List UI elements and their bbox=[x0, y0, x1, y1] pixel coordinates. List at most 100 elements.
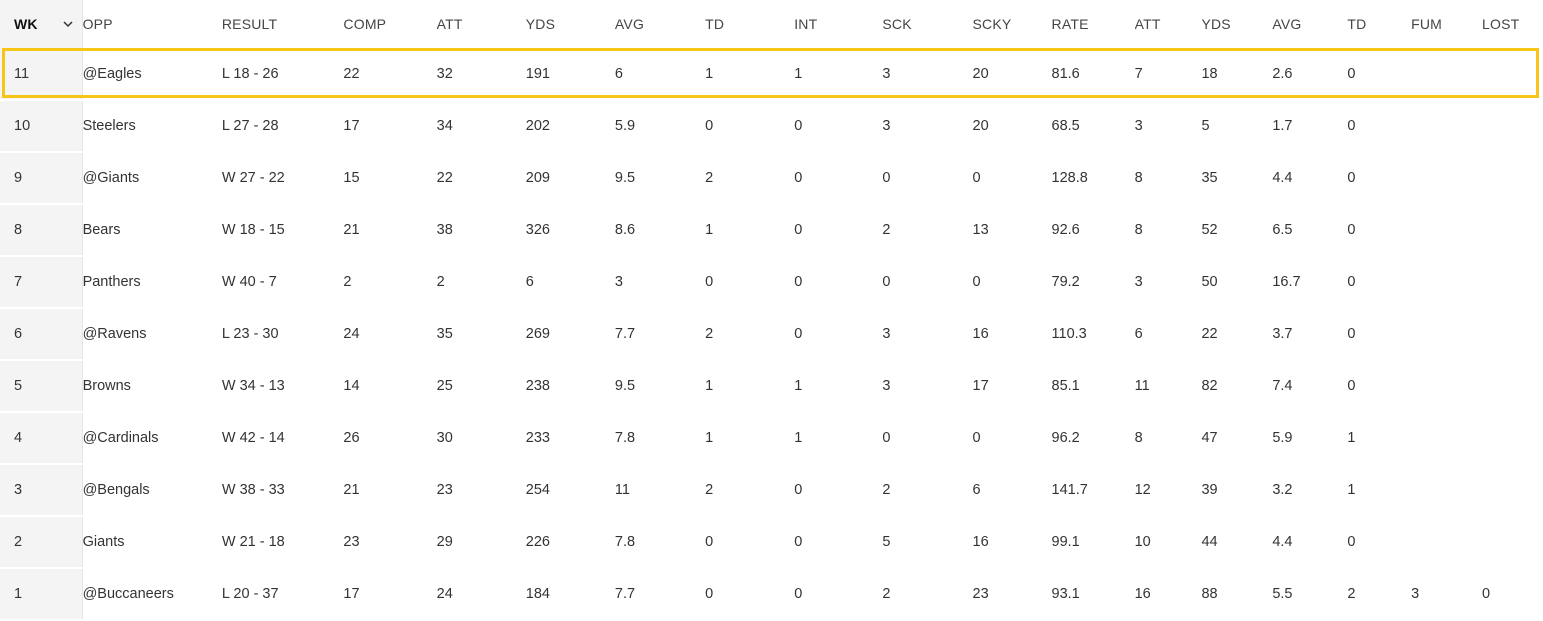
cell-td: 0 bbox=[705, 586, 714, 602]
cell-att: 32 bbox=[436, 66, 453, 82]
cell-yds: 202 bbox=[525, 118, 550, 134]
cell-fum bbox=[1411, 152, 1482, 204]
cell-opp: Steelers bbox=[82, 118, 136, 134]
column-header-sck[interactable]: SCK bbox=[882, 16, 912, 32]
cell-scky: 6 bbox=[972, 482, 981, 498]
cell-avg: 7.7 bbox=[614, 586, 636, 602]
cell-fum bbox=[1411, 464, 1482, 516]
column-header-yds[interactable]: YDS bbox=[525, 16, 556, 32]
cell-yds: 226 bbox=[525, 534, 550, 550]
cell-comp: 17 bbox=[343, 586, 360, 602]
cell-sck: 3 bbox=[882, 66, 891, 82]
cell-result: W 34 - 13 bbox=[221, 378, 285, 394]
cell-lost bbox=[1482, 48, 1543, 100]
cell-scky: 23 bbox=[972, 586, 989, 602]
cell-lost bbox=[1482, 256, 1543, 308]
cell-rush-att: 6 bbox=[1134, 326, 1143, 342]
cell-result: W 18 - 15 bbox=[221, 222, 285, 238]
cell-rate: 96.2 bbox=[1051, 430, 1080, 446]
table-row: 3 @Bengals W 38 - 33 21 23 254 11 2 0 2 6 141.7 12 39… bbox=[0, 464, 1543, 517]
cell-rush-avg: 16.7 bbox=[1272, 274, 1301, 290]
column-header-result[interactable]: RESULT bbox=[221, 16, 278, 32]
cell-rush-yds: 39 bbox=[1201, 482, 1218, 498]
cell-yds: 269 bbox=[525, 326, 550, 342]
cell-comp: 17 bbox=[343, 118, 360, 134]
cell-rate: 93.1 bbox=[1051, 586, 1080, 602]
cell-td: 0 bbox=[705, 534, 714, 550]
cell-lost bbox=[1482, 204, 1543, 256]
cell-rush-avg: 5.5 bbox=[1272, 586, 1293, 602]
cell-comp: 26 bbox=[343, 430, 360, 446]
column-header-rush-td[interactable]: TD bbox=[1347, 16, 1367, 32]
column-header-comp[interactable]: COMP bbox=[343, 16, 387, 32]
cell-comp: 24 bbox=[343, 326, 360, 342]
cell-yds: 326 bbox=[525, 222, 550, 238]
column-header-wk[interactable]: WK bbox=[0, 0, 83, 48]
cell-sck: 3 bbox=[882, 378, 891, 394]
table-row: 4 @Cardinals W 42 - 14 26 30 233 7.8 1 1 0 0 96.2 8 4… bbox=[0, 412, 1543, 465]
cell-wk: 8 bbox=[0, 204, 83, 257]
cell-rush-yds: 18 bbox=[1201, 66, 1218, 82]
cell-comp: 21 bbox=[343, 222, 360, 238]
column-header-rush-avg[interactable]: AVG bbox=[1272, 16, 1302, 32]
cell-int: 1 bbox=[794, 66, 803, 82]
cell-comp: 23 bbox=[343, 534, 360, 550]
column-header-rush-att[interactable]: ATT bbox=[1134, 16, 1161, 32]
cell-fum bbox=[1411, 360, 1482, 412]
cell-rush-td: 0 bbox=[1347, 118, 1356, 134]
cell-sck: 0 bbox=[882, 274, 891, 290]
cell-wk: 3 bbox=[0, 464, 83, 517]
cell-opp: @Cardinals bbox=[82, 430, 159, 446]
cell-rush-avg: 3.7 bbox=[1272, 326, 1293, 342]
cell-rush-td: 0 bbox=[1347, 378, 1356, 394]
column-header-fum[interactable]: FUM bbox=[1411, 16, 1443, 32]
column-header-att[interactable]: ATT bbox=[436, 16, 463, 32]
cell-rush-avg: 3.2 bbox=[1272, 482, 1293, 498]
cell-rush-yds: 44 bbox=[1201, 534, 1218, 550]
column-header-avg[interactable]: AVG bbox=[614, 16, 645, 32]
cell-sck: 2 bbox=[882, 222, 891, 238]
column-header-td[interactable]: TD bbox=[705, 16, 725, 32]
cell-comp: 15 bbox=[343, 170, 360, 186]
cell-rush-yds: 52 bbox=[1201, 222, 1218, 238]
cell-rush-att: 3 bbox=[1134, 118, 1143, 134]
column-header-scky[interactable]: SCKY bbox=[972, 16, 1012, 32]
cell-td: 1 bbox=[705, 222, 714, 238]
cell-avg: 3 bbox=[614, 274, 623, 290]
cell-int: 0 bbox=[794, 170, 803, 186]
cell-avg: 8.6 bbox=[614, 222, 636, 238]
column-header-rush-yds[interactable]: YDS bbox=[1201, 16, 1231, 32]
table-row: 8 Bears W 18 - 15 21 38 326 8.6 1 0 2 13 92.6 8 52 6.5… bbox=[0, 204, 1543, 257]
cell-rush-td: 0 bbox=[1347, 274, 1356, 290]
cell-att: 30 bbox=[436, 430, 453, 446]
cell-result: W 21 - 18 bbox=[221, 534, 285, 550]
cell-td: 1 bbox=[705, 66, 714, 82]
column-header-rate[interactable]: RATE bbox=[1051, 16, 1089, 32]
cell-fum bbox=[1411, 100, 1482, 152]
cell-result: L 23 - 30 bbox=[221, 326, 279, 342]
cell-opp: Giants bbox=[82, 534, 125, 550]
column-header-int[interactable]: INT bbox=[794, 16, 818, 32]
table-row: 5 Browns W 34 - 13 14 25 238 9.5 1 1 3 17 85.1 11 82 7… bbox=[0, 360, 1543, 413]
chevron-down-icon[interactable] bbox=[62, 18, 74, 30]
cell-td: 1 bbox=[705, 430, 714, 446]
cell-sck: 0 bbox=[882, 430, 891, 446]
cell-rush-td: 0 bbox=[1347, 66, 1356, 82]
cell-rate: 128.8 bbox=[1051, 170, 1088, 186]
cell-scky: 0 bbox=[972, 170, 981, 186]
column-header-lost[interactable]: LOST bbox=[1482, 16, 1520, 32]
cell-rush-td: 0 bbox=[1347, 326, 1356, 342]
column-header-opp[interactable]: OPP bbox=[82, 16, 113, 32]
cell-rate: 92.6 bbox=[1051, 222, 1080, 238]
column-header-label: WK bbox=[14, 16, 38, 32]
cell-rush-avg: 2.6 bbox=[1272, 66, 1293, 82]
table-row: 6 @Ravens L 23 - 30 24 35 269 7.7 2 0 3 16 110.3 6 22… bbox=[0, 308, 1543, 361]
cell-avg: 6 bbox=[614, 66, 623, 82]
cell-fum bbox=[1411, 308, 1482, 360]
cell-opp: @Giants bbox=[82, 170, 140, 186]
cell-rush-yds: 22 bbox=[1201, 326, 1218, 342]
cell-rush-yds: 88 bbox=[1201, 586, 1218, 602]
cell-opp: Browns bbox=[82, 378, 131, 394]
cell-td: 2 bbox=[705, 170, 714, 186]
